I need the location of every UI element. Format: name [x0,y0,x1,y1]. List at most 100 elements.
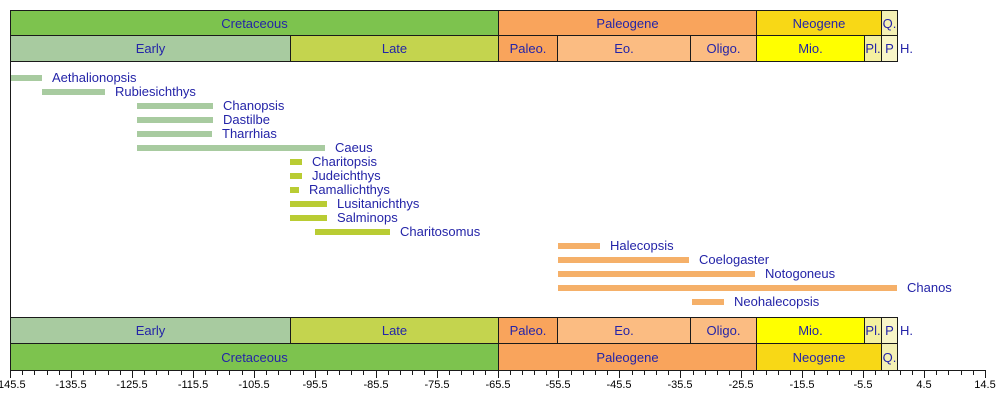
bottom-epoch-cell-late: Late [290,317,499,344]
axis-major-tick [741,371,742,378]
top-epoch-cell-early: Early [10,35,291,62]
axis-minor-tick [47,371,48,375]
taxon-label-halecopsis: Halecopsis [610,238,674,253]
axis-minor-tick [400,371,401,375]
top-epoch-cell-late: Late [290,35,499,62]
axis-major-tick [863,371,864,378]
top-period-label-paleogene: Paleogene [596,15,659,31]
axis-major-tick [132,371,133,378]
taxon-label-charitosomus: Charitosomus [400,224,481,239]
taxon-label-tharrhias: Tharrhias [222,126,277,141]
axis-minor-tick [229,371,230,375]
axis-baseline [10,370,986,371]
axis-minor-tick [108,371,109,375]
bottom-period-label-cretaceous: Cretaceous [221,349,288,365]
axis-minor-tick [485,371,486,375]
axis-minor-tick [290,371,291,375]
taxon-label-neohalecopsis: Neohalecopsis [734,294,820,309]
axis-minor-tick [339,371,340,375]
taxon-bar-charitopsis [290,159,302,165]
bottom-epoch-label-p: P [885,323,894,338]
axis-tick-label-55-5: -55.5 [545,379,571,391]
top-epoch-cell-eo: Eo. [557,35,691,62]
axis-minor-tick [22,371,23,375]
axis-minor-tick [790,371,791,375]
axis-major-tick [985,371,986,378]
axis-minor-tick [632,371,633,375]
axis-minor-tick [278,371,279,375]
axis-minor-tick [59,371,60,375]
bottom-epoch-label-early: Early [135,323,166,338]
bottom-epoch-cell-oligo: Oligo. [690,317,757,344]
bottom-epoch-label-mio: Mio. [798,323,823,338]
axis-minor-tick [851,371,852,375]
axis-major-tick [315,371,316,378]
axis-major-tick [558,371,559,378]
taxon-label-charitopsis: Charitopsis [312,154,378,169]
top-epoch-label-early: Early [135,41,166,56]
taxon-label-lusitanichthys: Lusitanichthys [337,196,420,211]
top-epoch-cell-pl: Pl. [864,35,882,62]
axis-tick-label-95-5: -95.5 [302,379,328,391]
axis-minor-tick [168,371,169,375]
top-period-label-q: Q. [882,15,897,31]
axis-minor-tick [888,371,889,375]
axis-minor-tick [363,371,364,375]
taxon-bar-coelogaster [558,257,689,263]
bottom-epoch-cell-p: P [881,317,898,344]
taxon-bar-dastilbe [137,117,213,123]
axis-major-tick [10,371,11,378]
taxon-bar-chanos [558,285,897,291]
axis-minor-tick [595,371,596,375]
bottom-period-label-neogene: Neogene [792,349,846,365]
axis-tick-label-15-5: -15.5 [789,379,815,391]
axis-minor-tick [644,371,645,375]
axis-minor-tick [534,371,535,375]
axis-minor-tick [120,371,121,375]
top-epoch-label-oligo: Oligo. [706,41,741,56]
axis-major-tick [680,371,681,378]
bottom-epoch-cell-eo: Eo. [557,317,691,344]
top-period-cell-paleogene: Paleogene [498,10,757,36]
axis-major-tick [498,371,499,378]
bottom-epoch-label-late: Late [381,323,408,338]
taxon-label-coelogaster: Coelogaster [699,252,770,267]
axis-major-tick [254,371,255,378]
axis-minor-tick [693,371,694,375]
bottom-epoch-label-eo: Eo. [614,323,634,338]
taxon-label-chanopsis: Chanopsis [223,98,285,113]
axis-minor-tick [729,371,730,375]
axis-minor-tick [705,371,706,375]
top-epoch-label-paleo: Paleo. [509,41,547,56]
axis-minor-tick [83,371,84,375]
bottom-period-cell-paleogene: Paleogene [498,343,757,371]
axis-minor-tick [717,371,718,375]
bottom-epoch-label-pl: Pl. [865,323,881,338]
top-epoch-cell-paleo: Paleo. [498,35,558,62]
taxon-bar-neohalecopsis [692,299,724,305]
axis-minor-tick [424,371,425,375]
taxon-label-judeichthys: Judeichthys [312,168,381,183]
top-epoch-label-eo: Eo. [614,41,634,56]
axis-tick-label-105-5: -105.5 [238,379,270,391]
axis-minor-tick [473,371,474,375]
axis-tick-label-145-5: -145.5 [0,379,26,391]
axis-minor-tick [607,371,608,375]
axis-tick-label-45-5: -45.5 [606,379,632,391]
top-period-cell-neogene: Neogene [756,10,882,36]
bottom-epoch-label-paleo: Paleo. [509,323,547,338]
taxon-bar-lusitanichthys [290,201,327,207]
top-period-label-cretaceous: Cretaceous [221,15,288,31]
axis-minor-tick [522,371,523,375]
taxon-label-dastilbe: Dastilbe [223,112,270,127]
taxon-label-rubiesichthys: Rubiesichthys [115,84,196,99]
axis-minor-tick [778,371,779,375]
bottom-epoch-cell-pl: Pl. [864,317,882,344]
taxon-bar-salminops [290,215,327,221]
top-epoch-cell-p: P [881,35,898,62]
axis-tick-label-65-5: -65.5 [485,379,511,391]
axis-minor-tick [205,371,206,375]
axis-minor-tick [900,371,901,375]
top-epoch-cell-oligo: Oligo. [690,35,757,62]
